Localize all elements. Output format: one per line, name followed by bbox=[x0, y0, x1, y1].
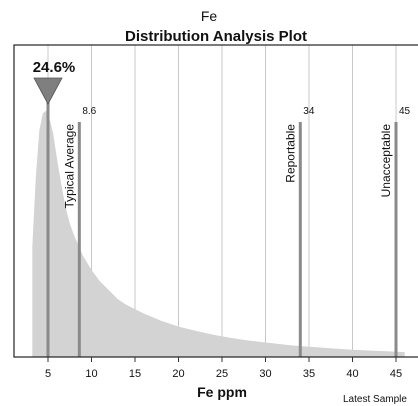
x-tick-label-25: 25 bbox=[216, 368, 228, 380]
x-tick-label-40: 40 bbox=[346, 368, 358, 380]
x-tick-label-45: 45 bbox=[390, 368, 402, 380]
unacceptable-value-label: 45 bbox=[399, 106, 411, 117]
typical-average-label: Typical Average bbox=[62, 124, 76, 209]
chart-subtitle: Fe bbox=[201, 8, 218, 24]
distribution-area bbox=[32, 110, 405, 357]
reportable-label: Reportable bbox=[283, 124, 297, 183]
footer-latest-sample: Latest Sample bbox=[343, 394, 407, 405]
x-tick-labels: 5 10 15 20 25 30 35 40 45 bbox=[45, 357, 402, 380]
unacceptable-label: Unacceptable bbox=[379, 124, 393, 198]
plot-frame bbox=[13, 44, 418, 358]
x-tick-label-10: 10 bbox=[85, 368, 97, 380]
chart-title: Distribution Analysis Plot bbox=[125, 28, 307, 45]
x-tick-label-20: 20 bbox=[172, 368, 184, 380]
x-tick-label-35: 35 bbox=[303, 368, 315, 380]
reportable-marker-line bbox=[298, 122, 302, 357]
x-tick-label-15: 15 bbox=[129, 368, 141, 380]
x-axis-label: Fe ppm bbox=[197, 384, 247, 400]
x-tick-label-5: 5 bbox=[45, 368, 51, 380]
typical-average-marker-line bbox=[77, 122, 81, 357]
reportable-value-label: 34 bbox=[303, 106, 315, 117]
peak-marker-line bbox=[46, 98, 50, 357]
peak-arrow-icon bbox=[33, 77, 63, 105]
unacceptable-marker-line bbox=[394, 122, 398, 357]
peak-percent-label: 24.6% bbox=[33, 59, 76, 76]
threshold-markers: 8.6 Typical Average 34 Reportable 45 Unaccept… bbox=[46, 98, 411, 357]
typical-average-value-label: 8.6 bbox=[82, 106, 96, 117]
x-tick-label-30: 30 bbox=[259, 368, 271, 380]
